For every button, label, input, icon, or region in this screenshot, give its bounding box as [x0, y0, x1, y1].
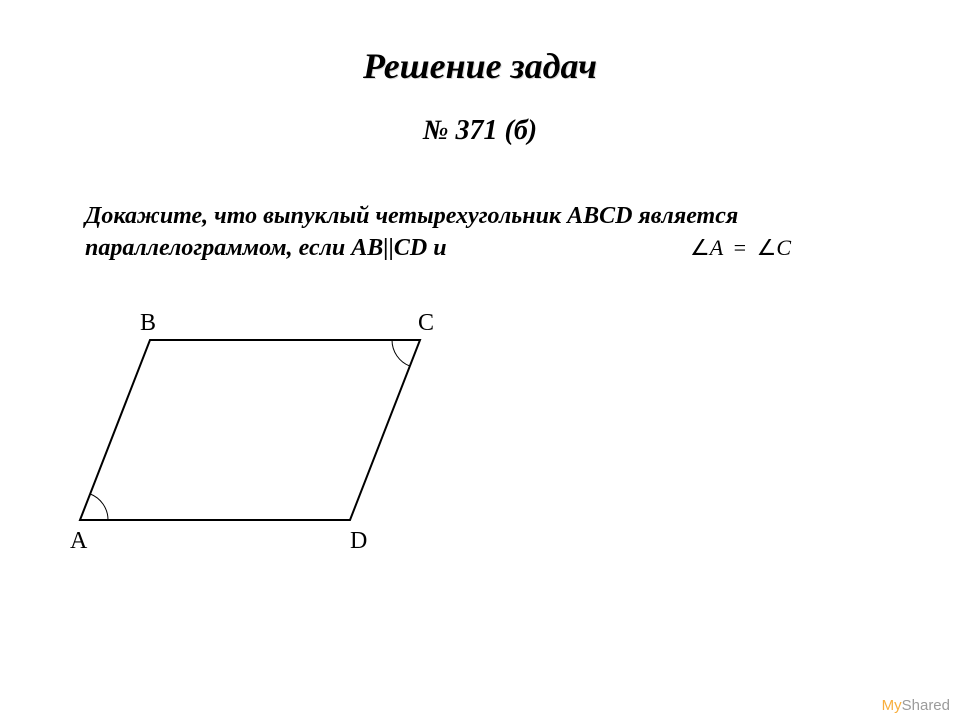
angle-symbol-left: ∠: [690, 235, 710, 260]
watermark: MyShared: [882, 697, 950, 714]
watermark-part1: My: [882, 697, 902, 714]
diagram-svg: [60, 310, 480, 570]
watermark-part2: Shared: [902, 697, 950, 714]
problem-number: № 371 (б): [0, 115, 960, 147]
page-title: Решение задач: [0, 45, 960, 87]
angle-letter-a: A: [710, 235, 723, 260]
vertex-label-c: C: [418, 310, 434, 337]
parallelogram-diagram: A B C D: [60, 310, 480, 575]
vertex-label-b: B: [140, 310, 156, 337]
vertex-label-d: D: [350, 528, 367, 555]
vertex-label-a: A: [70, 528, 87, 555]
angle-equation: ∠A = ∠C: [690, 235, 791, 261]
angle-letter-c: C: [776, 235, 791, 260]
angle-symbol-right: ∠: [757, 235, 777, 260]
equals-sign: =: [728, 235, 751, 260]
